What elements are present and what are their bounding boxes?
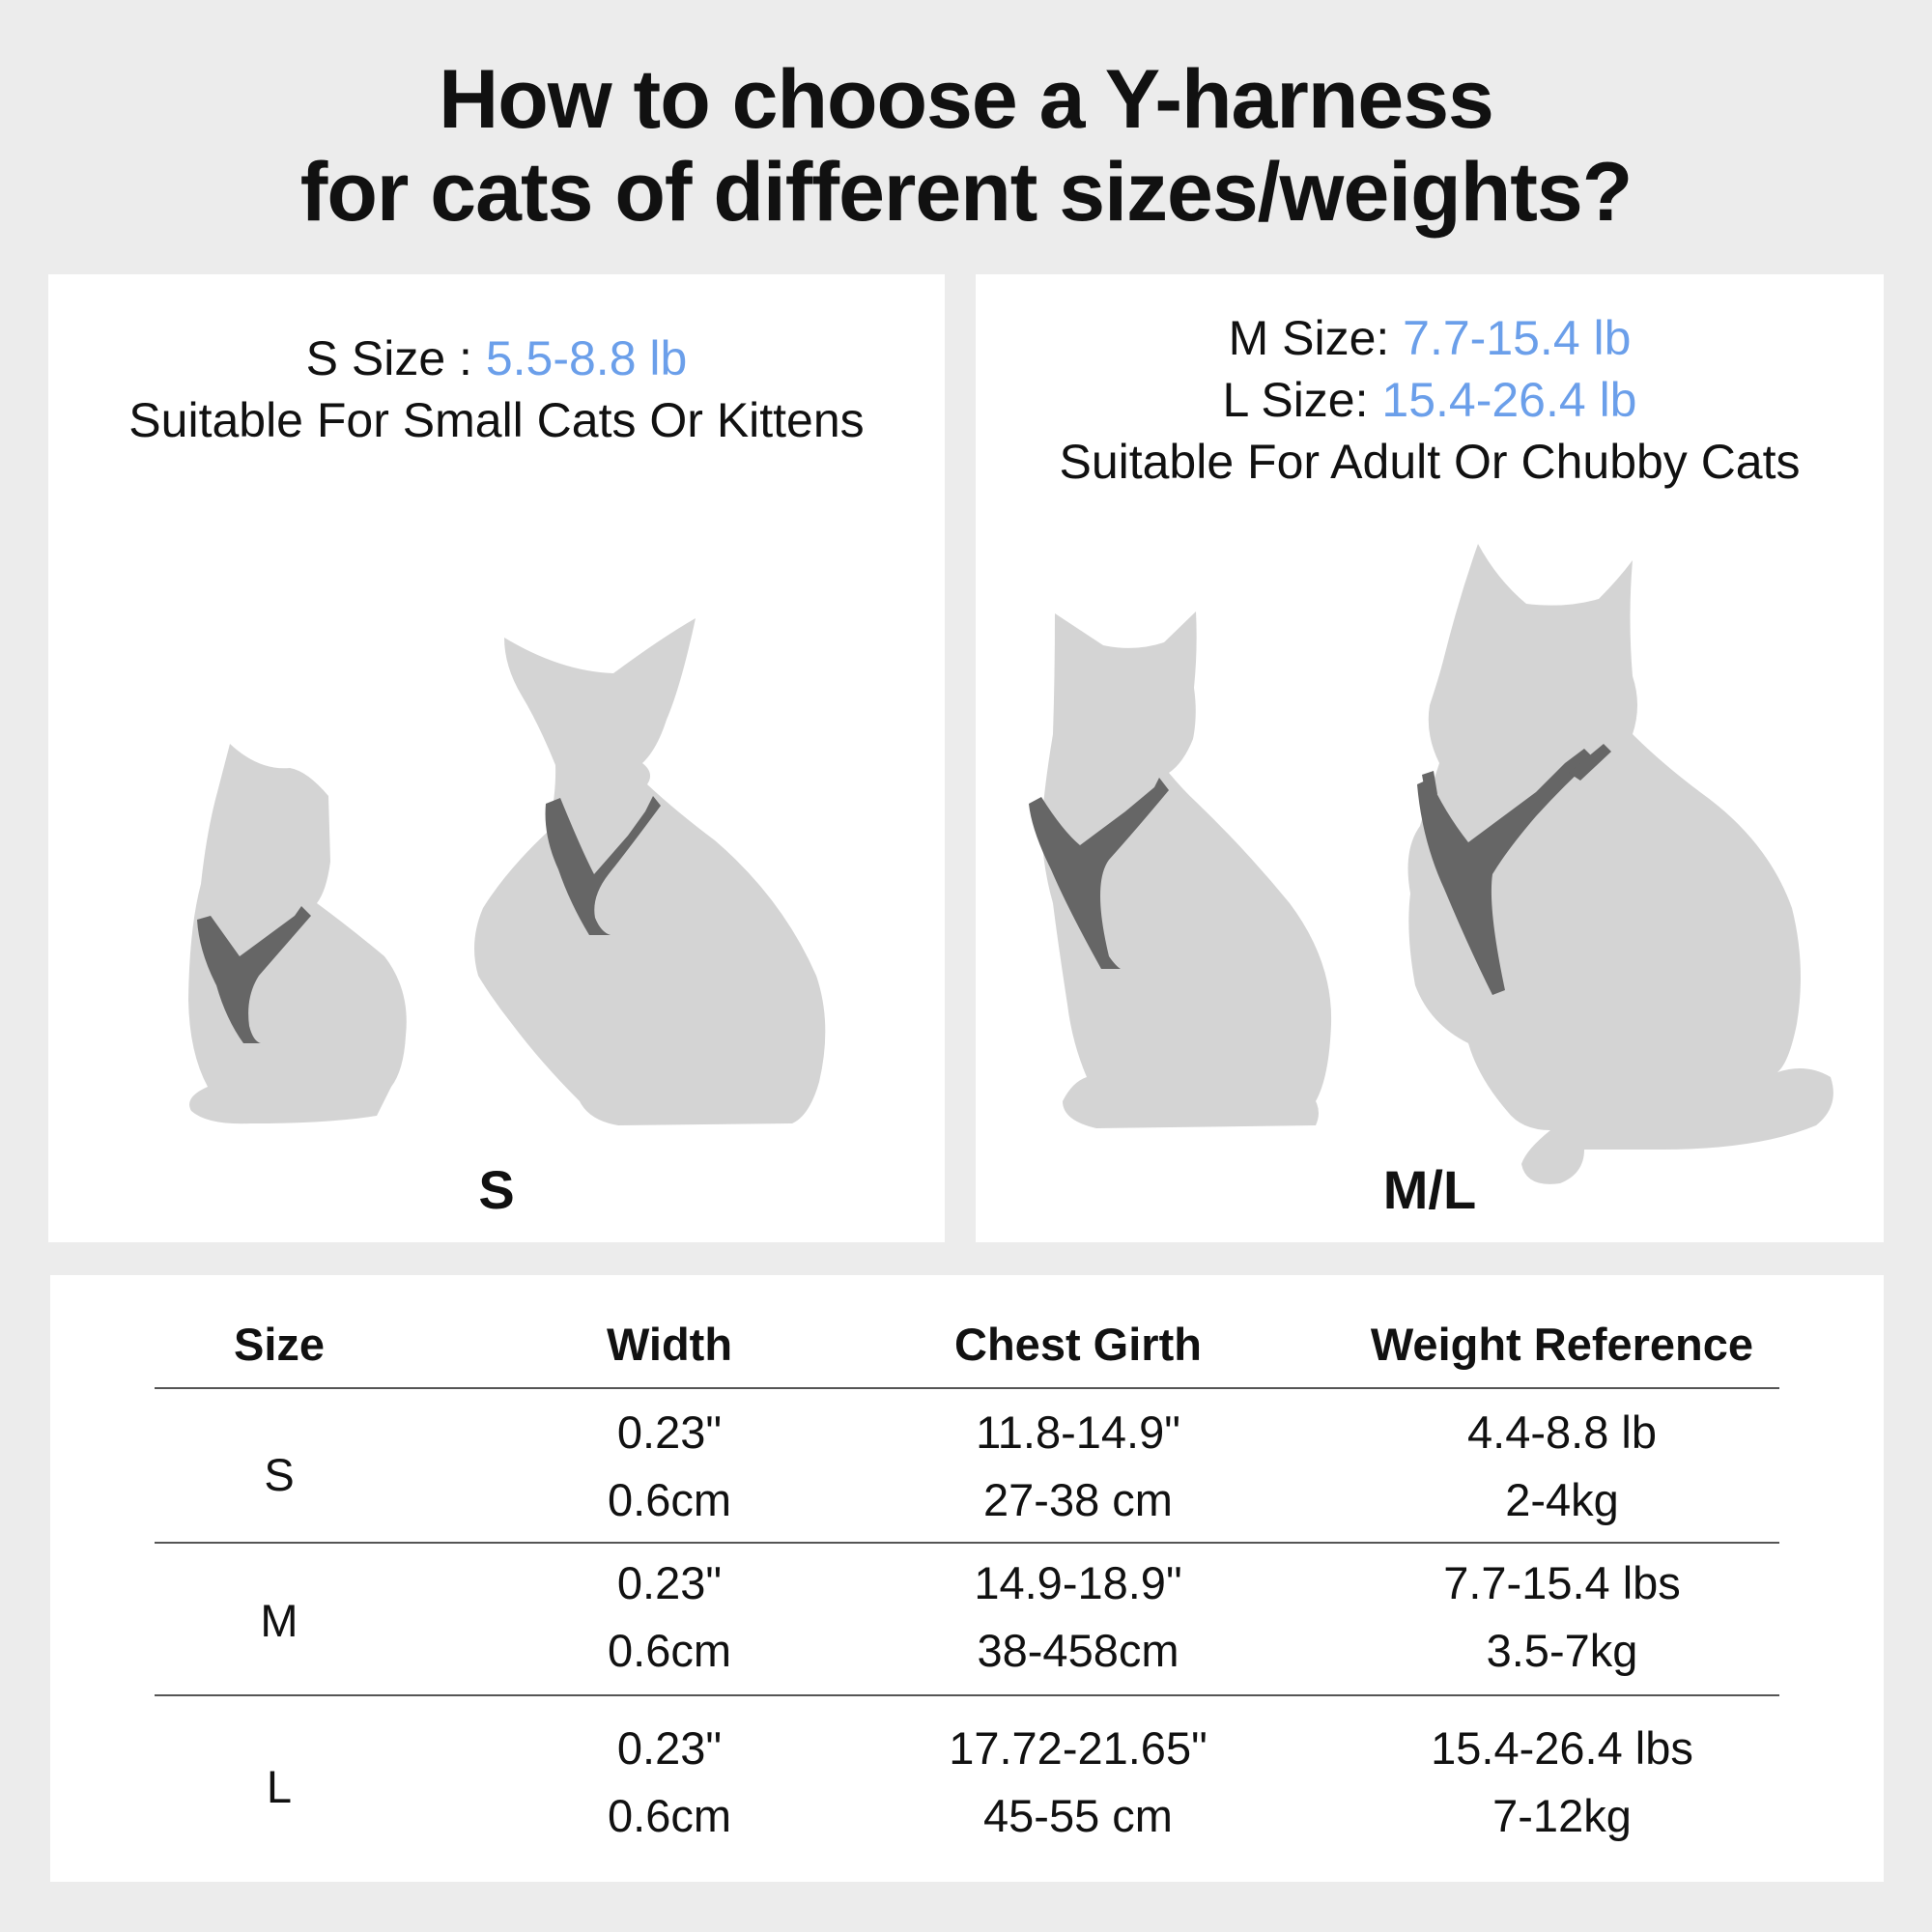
row-size: L bbox=[266, 1761, 293, 1812]
page-title: How to choose a Y-harness for cats of di… bbox=[0, 53, 1932, 239]
l-size-line: L Size: 15.4-26.4 lb bbox=[976, 369, 1884, 431]
s-caption: S bbox=[478, 1159, 515, 1220]
title-line-1: How to choose a Y-harness bbox=[439, 53, 1494, 146]
title-line-2: for cats of different sizes/weights? bbox=[299, 146, 1633, 239]
width-cm: 0.6cm bbox=[608, 1474, 731, 1525]
header-width: Width bbox=[606, 1319, 733, 1370]
panel-ml-size: M Size: 7.7-15.4 lb L Size: 15.4-26.4 lb… bbox=[976, 274, 1884, 1242]
m-size-value: 7.7-15.4 lb bbox=[1403, 311, 1632, 365]
row-size: S bbox=[264, 1449, 295, 1500]
chest-inches: 14.9-18.9" bbox=[974, 1557, 1182, 1608]
ml-suitable-text: Suitable For Adult Or Chubby Cats bbox=[1059, 435, 1801, 489]
chest-inches: 17.72-21.65" bbox=[949, 1722, 1208, 1774]
width-inches: 0.23" bbox=[616, 1722, 723, 1774]
weight-lb: 15.4-26.4 lbs bbox=[1431, 1722, 1693, 1774]
l-size-value: 15.4-26.4 lb bbox=[1381, 373, 1637, 427]
ml-caption: M/L bbox=[1382, 1159, 1477, 1220]
row-weight: 15.4-26.4 lbs 7-12kg bbox=[1325, 1715, 1799, 1850]
panel-s-size: S Size : 5.5-8.8 lb Suitable For Small C… bbox=[48, 274, 945, 1242]
table-divider bbox=[155, 1542, 1779, 1544]
width-inches: 0.23" bbox=[616, 1406, 723, 1458]
header-weight-reference: Weight Reference bbox=[1370, 1319, 1754, 1370]
chest-cm: 27-38 cm bbox=[983, 1474, 1173, 1525]
weight-lb: 7.7-15.4 lbs bbox=[1443, 1557, 1681, 1608]
header-size: Size bbox=[233, 1319, 326, 1370]
weight-kg: 2-4kg bbox=[1505, 1474, 1619, 1525]
s-size-value: 5.5-8.8 lb bbox=[485, 331, 688, 385]
l-size-label: L Size: bbox=[1222, 373, 1382, 427]
table-divider bbox=[155, 1387, 1779, 1389]
row-width: 0.23" 0.6cm bbox=[531, 1715, 808, 1850]
table-divider bbox=[155, 1694, 1779, 1696]
panel-ml-text: M Size: 7.7-15.4 lb L Size: 15.4-26.4 lb… bbox=[976, 307, 1884, 493]
width-inches: 0.23" bbox=[616, 1557, 723, 1608]
row-width: 0.23" 0.6cm bbox=[531, 1399, 808, 1534]
weight-kg: 3.5-7kg bbox=[1486, 1625, 1638, 1676]
weight-kg: 7-12kg bbox=[1492, 1790, 1632, 1841]
s-size-label: S Size : bbox=[305, 331, 486, 385]
weight-lb: 4.4-8.8 lb bbox=[1467, 1406, 1657, 1458]
row-weight: 4.4-8.8 lb 2-4kg bbox=[1325, 1399, 1799, 1534]
m-size-line: M Size: 7.7-15.4 lb bbox=[976, 307, 1884, 369]
row-chest-girth: 17.72-21.65" 45-55 cm bbox=[914, 1715, 1242, 1850]
chest-cm: 38-458cm bbox=[977, 1625, 1179, 1676]
s-suitable-text: Suitable For Small Cats Or Kittens bbox=[128, 393, 865, 447]
chest-cm: 45-55 cm bbox=[983, 1790, 1173, 1841]
size-table bbox=[50, 1275, 1884, 1882]
panel-s-text: S Size : 5.5-8.8 lb Suitable For Small C… bbox=[48, 327, 945, 451]
s-size-line: S Size : 5.5-8.8 lb bbox=[48, 327, 945, 389]
row-width: 0.23" 0.6cm bbox=[531, 1549, 808, 1685]
row-size: M bbox=[260, 1595, 298, 1646]
header-chest-girth: Chest Girth bbox=[954, 1319, 1202, 1370]
chest-inches: 11.8-14.9" bbox=[976, 1406, 1180, 1458]
row-chest-girth: 14.9-18.9" 38-458cm bbox=[914, 1549, 1242, 1685]
width-cm: 0.6cm bbox=[608, 1790, 731, 1841]
m-size-label: M Size: bbox=[1228, 311, 1404, 365]
row-chest-girth: 11.8-14.9" 27-38 cm bbox=[914, 1399, 1242, 1534]
width-cm: 0.6cm bbox=[608, 1625, 731, 1676]
row-weight: 7.7-15.4 lbs 3.5-7kg bbox=[1325, 1549, 1799, 1685]
